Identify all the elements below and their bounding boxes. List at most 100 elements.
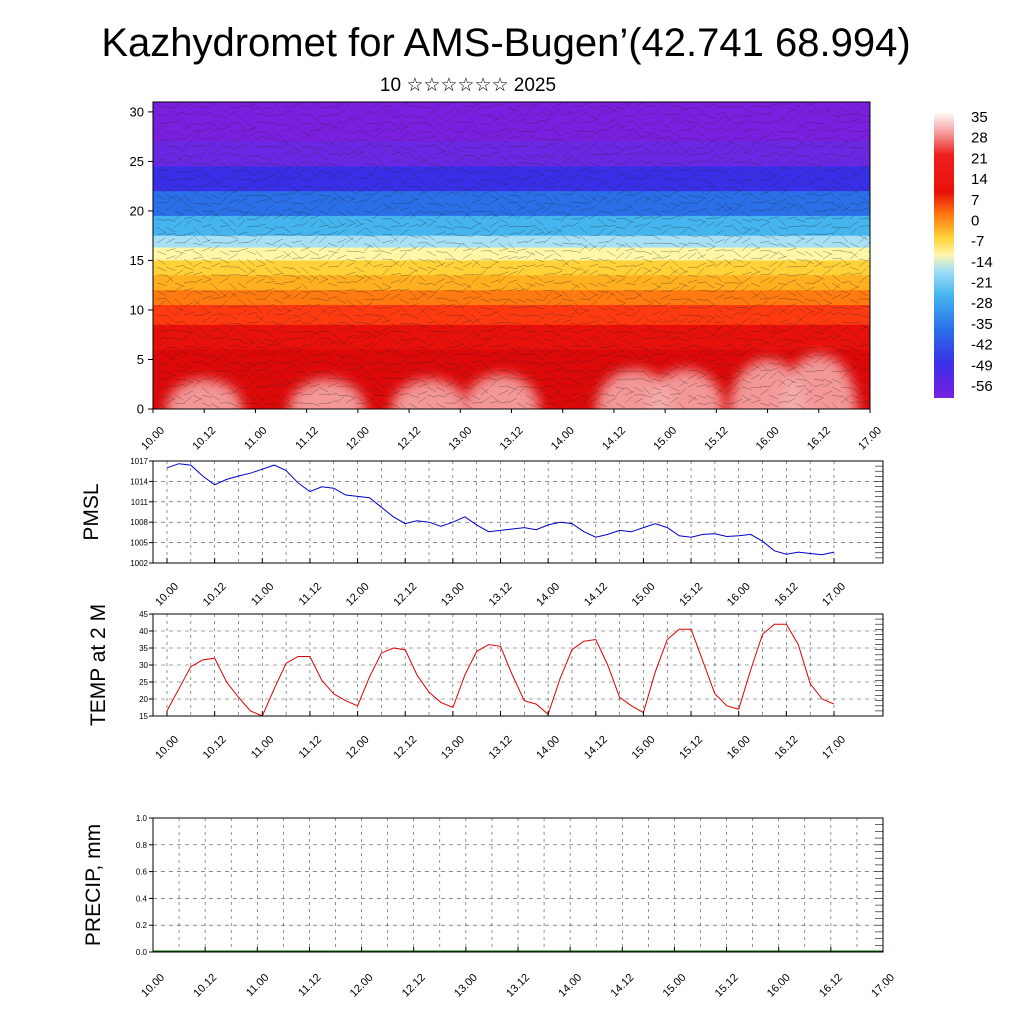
pmsl-grid bbox=[153, 461, 883, 563]
precip-ytick-label-1: 0.8 bbox=[136, 841, 148, 850]
colorbar-label-1: 28 bbox=[971, 130, 988, 147]
pmsl-xtick-label-7: 13.12 bbox=[487, 581, 515, 609]
pmsl-xtick-label-2: 11.00 bbox=[249, 581, 276, 608]
xs-xtick-label-13: 16.12 bbox=[805, 425, 833, 453]
colorbar: 35 28 21 14 7 0 -7 -14 -21 -28 -35 -42 -49 -56 bbox=[934, 109, 993, 398]
cross-section-panel: 0 5 10 15 20 25 30 10.00 10.12 11.00 11.12 12.00 12… bbox=[130, 101, 884, 453]
xs-ytick-label-6: 30 bbox=[130, 104, 144, 119]
xs-xtick-label-9: 14.12 bbox=[600, 425, 628, 453]
pmsl-xtick-label-0: 10.00 bbox=[153, 581, 181, 609]
temp-xtick-label-8: 14.00 bbox=[534, 734, 562, 762]
temp-xtick-label-4: 12.00 bbox=[344, 734, 372, 762]
colorbar-label-6: -7 bbox=[971, 233, 984, 250]
temp-xtick-label-12: 16.00 bbox=[725, 734, 753, 762]
pmsl-xtick-label-5: 12.12 bbox=[391, 581, 419, 609]
precip-ytick-label-3: 0.4 bbox=[136, 894, 148, 903]
precip-ytick-label-5: 0.0 bbox=[136, 948, 148, 957]
precip-y-label: PRECIP, mm bbox=[82, 824, 105, 946]
precip-xtick-label-4: 12.00 bbox=[348, 972, 376, 1000]
temp-xtick-label-14: 17.00 bbox=[820, 734, 848, 762]
precip-xtick-label-7: 13.12 bbox=[504, 972, 532, 1000]
temp-panel: 45 40 35 30 25 20 15 10.00 10.12 11.00 11.12 12.00… bbox=[87, 604, 884, 762]
precip-ytick-label-0: 1.0 bbox=[136, 814, 148, 823]
temp-xtick-label-0: 10.00 bbox=[153, 734, 181, 762]
pmsl-xtick-label-13: 16.12 bbox=[773, 581, 801, 609]
temp-xtick-label-13: 16.12 bbox=[773, 734, 801, 762]
colorbar-labels: 35 28 21 14 7 0 -7 -14 -21 -28 -35 -42 -49 -56 bbox=[971, 109, 993, 395]
pmsl-series-line bbox=[166, 463, 835, 556]
xs-ytick-label-5: 25 bbox=[130, 154, 144, 169]
temp-y-axis: 45 40 35 30 25 20 15 bbox=[139, 610, 883, 721]
temp-xtick-label-2: 11.00 bbox=[249, 734, 276, 761]
xs-xtick-label-6: 13.00 bbox=[446, 425, 474, 453]
pmsl-xtick-label-10: 15.00 bbox=[630, 581, 658, 609]
precip-xtick-label-2: 11.00 bbox=[244, 972, 271, 999]
temp-ytick-label-2: 35 bbox=[139, 644, 148, 653]
temp-xtick-label-7: 13.12 bbox=[487, 734, 515, 762]
temp-y-label: TEMP at 2 M bbox=[87, 604, 110, 726]
precip-ytick-label-4: 0.2 bbox=[136, 921, 148, 930]
temp-grid bbox=[153, 614, 883, 716]
pmsl-xtick-label-4: 12.00 bbox=[344, 581, 372, 609]
temp-xtick-label-9: 14.12 bbox=[582, 734, 610, 762]
temp-x-axis: 10.00 10.12 11.00 11.12 12.00 12.12 13.00 13.12… bbox=[153, 711, 848, 762]
warm-spot-3 bbox=[463, 374, 540, 409]
cross-section-y-axis: 0 5 10 15 20 25 30 bbox=[130, 104, 153, 417]
cross-section-x-axis: 10.00 10.12 11.00 11.12 12.00 12.12 13.00 13.12… bbox=[139, 409, 884, 453]
pmsl-ytick-label-5: 1002 bbox=[130, 559, 148, 568]
precip-ytick-label-2: 0.6 bbox=[136, 868, 148, 877]
temp-xtick-label-5: 12.12 bbox=[391, 734, 419, 762]
precip-xtick-label-5: 12.12 bbox=[400, 972, 428, 1000]
precip-xtick-label-3: 11.12 bbox=[296, 972, 323, 999]
temp-ytick-label-0: 45 bbox=[139, 610, 148, 619]
temp-ytick-label-4: 25 bbox=[139, 678, 148, 687]
xs-xtick-label-5: 12.12 bbox=[395, 425, 423, 453]
colorbar-label-11: -42 bbox=[971, 337, 993, 354]
temp-xtick-label-6: 13.00 bbox=[439, 734, 467, 762]
colorbar-label-8: -21 bbox=[971, 275, 993, 292]
xs-xtick-label-3: 11.12 bbox=[293, 425, 320, 452]
page-title: Kazhydromet for AMS-Bugen’(42.741 68.994… bbox=[101, 21, 910, 65]
precip-xtick-label-10: 15.00 bbox=[661, 972, 689, 1000]
pmsl-ytick-label-4: 1005 bbox=[130, 539, 148, 548]
xs-ytick-label-0: 0 bbox=[137, 402, 144, 417]
pmsl-xtick-label-14: 17.00 bbox=[820, 581, 848, 609]
precip-xtick-label-8: 14.00 bbox=[556, 972, 584, 1000]
pmsl-panel: 1017 1014 1011 1008 1005 1002 10.00 10.12 11.00… bbox=[80, 457, 884, 609]
pmsl-xtick-label-1: 10.12 bbox=[201, 581, 229, 609]
temp-ytick-label-3: 30 bbox=[139, 661, 148, 670]
pmsl-y-label: PMSL bbox=[80, 483, 103, 540]
xs-xtick-label-4: 12.00 bbox=[344, 425, 372, 453]
pmsl-xtick-label-6: 13.00 bbox=[439, 581, 467, 609]
precip-y-axis: 1.0 0.8 0.6 0.4 0.2 0.0 bbox=[136, 814, 883, 957]
warm-spot-7 bbox=[780, 354, 857, 409]
page-subtitle: 10 ☆☆☆☆☆☆ 2025 bbox=[380, 75, 556, 96]
precip-xtick-label-11: 15.12 bbox=[713, 972, 741, 1000]
pmsl-xtick-label-8: 14.00 bbox=[534, 581, 562, 609]
temp-xtick-label-11: 15.12 bbox=[677, 734, 705, 762]
xs-xtick-label-8: 14.00 bbox=[549, 425, 577, 453]
colorbar-label-2: 21 bbox=[971, 150, 988, 167]
precip-x-axis: 10.00 10.12 11.00 11.12 12.00 12.12 13.00 13.12… bbox=[139, 947, 897, 1000]
temp-xtick-label-10: 15.00 bbox=[630, 734, 658, 762]
colorbar-label-9: -28 bbox=[971, 295, 993, 312]
pmsl-xtick-label-9: 14.12 bbox=[582, 581, 610, 609]
pmsl-ytick-label-1: 1014 bbox=[130, 477, 148, 486]
xs-xtick-label-0: 10.00 bbox=[139, 425, 167, 453]
xs-ytick-label-3: 15 bbox=[130, 253, 144, 268]
wind-arrows bbox=[156, 102, 870, 409]
precip-xtick-label-9: 14.12 bbox=[608, 972, 636, 1000]
xs-xtick-label-7: 13.12 bbox=[498, 425, 526, 453]
pmsl-ytick-label-0: 1017 bbox=[130, 457, 148, 466]
xs-xtick-label-2: 11.00 bbox=[242, 425, 269, 452]
temp-ytick-label-1: 40 bbox=[139, 627, 148, 636]
xs-ytick-label-1: 5 bbox=[137, 352, 144, 367]
xs-xtick-label-12: 16.00 bbox=[754, 425, 782, 453]
colorbar-label-7: -14 bbox=[971, 254, 993, 271]
colorbar-label-12: -49 bbox=[971, 357, 993, 374]
warm-spot-2 bbox=[391, 379, 468, 409]
colorbar-ramp bbox=[934, 112, 954, 398]
precip-xtick-label-14: 17.00 bbox=[869, 972, 897, 1000]
temp-ytick-label-5: 20 bbox=[139, 695, 148, 704]
